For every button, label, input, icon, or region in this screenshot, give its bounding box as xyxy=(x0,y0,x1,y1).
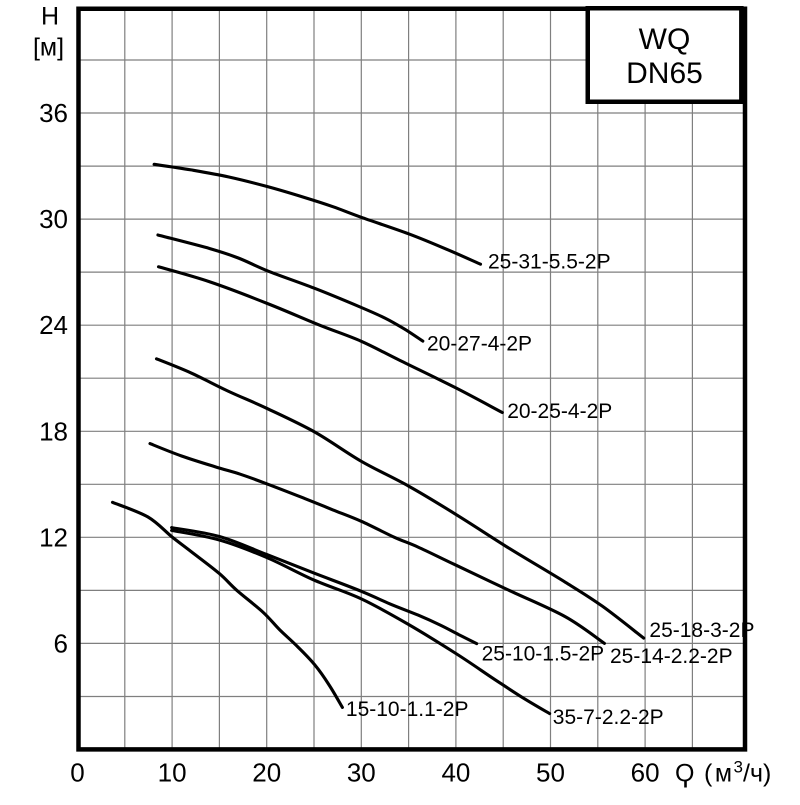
svg-text:WQ: WQ xyxy=(639,23,691,56)
svg-text:15-10-1.1-2P: 15-10-1.1-2P xyxy=(346,698,469,721)
svg-text:12: 12 xyxy=(39,522,68,552)
svg-text:(м: (м xyxy=(704,760,735,788)
svg-text:40: 40 xyxy=(441,758,470,788)
svg-text:30: 30 xyxy=(39,204,68,234)
svg-text:50: 50 xyxy=(536,758,565,788)
svg-text:36: 36 xyxy=(39,98,68,128)
svg-text:20: 20 xyxy=(252,758,281,788)
svg-text:30: 30 xyxy=(347,758,376,788)
svg-text:25-31-5.5-2P: 25-31-5.5-2P xyxy=(488,250,611,273)
svg-text:/ч): /ч) xyxy=(743,760,771,788)
svg-text:3: 3 xyxy=(734,758,743,777)
svg-text:20-25-4-2P: 20-25-4-2P xyxy=(507,400,612,423)
svg-text:35-7-2.2-2P: 35-7-2.2-2P xyxy=(553,706,664,729)
svg-text:DN65: DN65 xyxy=(626,57,703,90)
svg-text:0: 0 xyxy=(70,758,84,788)
svg-text:H: H xyxy=(41,3,59,31)
svg-text:25-18-3-2P: 25-18-3-2P xyxy=(649,619,754,642)
svg-text:20-27-4-2P: 20-27-4-2P xyxy=(427,332,532,355)
svg-text:O: O xyxy=(675,760,694,788)
svg-text:24: 24 xyxy=(39,310,68,340)
svg-text:10: 10 xyxy=(158,758,187,788)
svg-text:25-14-2.2-2P: 25-14-2.2-2P xyxy=(610,645,733,668)
svg-text:6: 6 xyxy=(54,628,68,658)
svg-text:[м]: [м] xyxy=(33,34,64,62)
svg-text:60: 60 xyxy=(631,758,660,788)
svg-text:18: 18 xyxy=(39,416,68,446)
svg-text:25-10-1.5-2P: 25-10-1.5-2P xyxy=(482,642,605,665)
